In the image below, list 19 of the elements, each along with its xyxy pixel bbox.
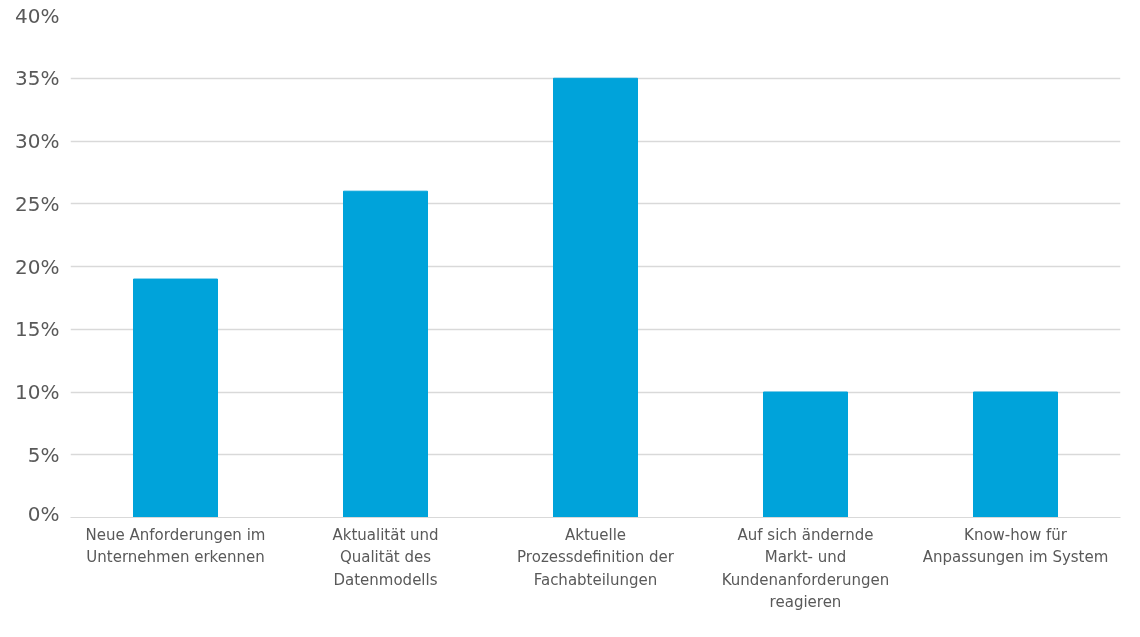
bar — [553, 77, 638, 518]
y-tick-label: 25% — [15, 191, 60, 216]
x-tick-label: Auf sich ändernde Markt- und Kundenanforderungen reagieren — [721, 525, 890, 611]
bar — [343, 190, 428, 518]
x-tick-label: Aktuelle Prozessdefinition der Fachabteilungen — [517, 525, 675, 589]
y-tick-label: 30% — [15, 129, 60, 153]
bar — [763, 391, 848, 518]
bar — [133, 278, 218, 518]
y-tick-label: 35% — [15, 66, 60, 91]
bar — [973, 391, 1058, 518]
x-tick-label: Neue Anforderungen im Unternehmen erkennen — [85, 525, 266, 566]
x-tick-label: Aktualität und Qualität des Datenmodells — [332, 525, 439, 589]
y-tick-label: 15% — [15, 317, 60, 342]
y-tick-label: 20% — [15, 254, 60, 279]
y-tick-label: 10% — [15, 380, 60, 404]
y-tick-label: 40% — [15, 3, 60, 28]
y-tick-label: 0% — [27, 501, 60, 526]
x-tick-label: Know-how für Anpassungen im System — [922, 525, 1109, 566]
y-tick-label: 5% — [27, 442, 60, 467]
